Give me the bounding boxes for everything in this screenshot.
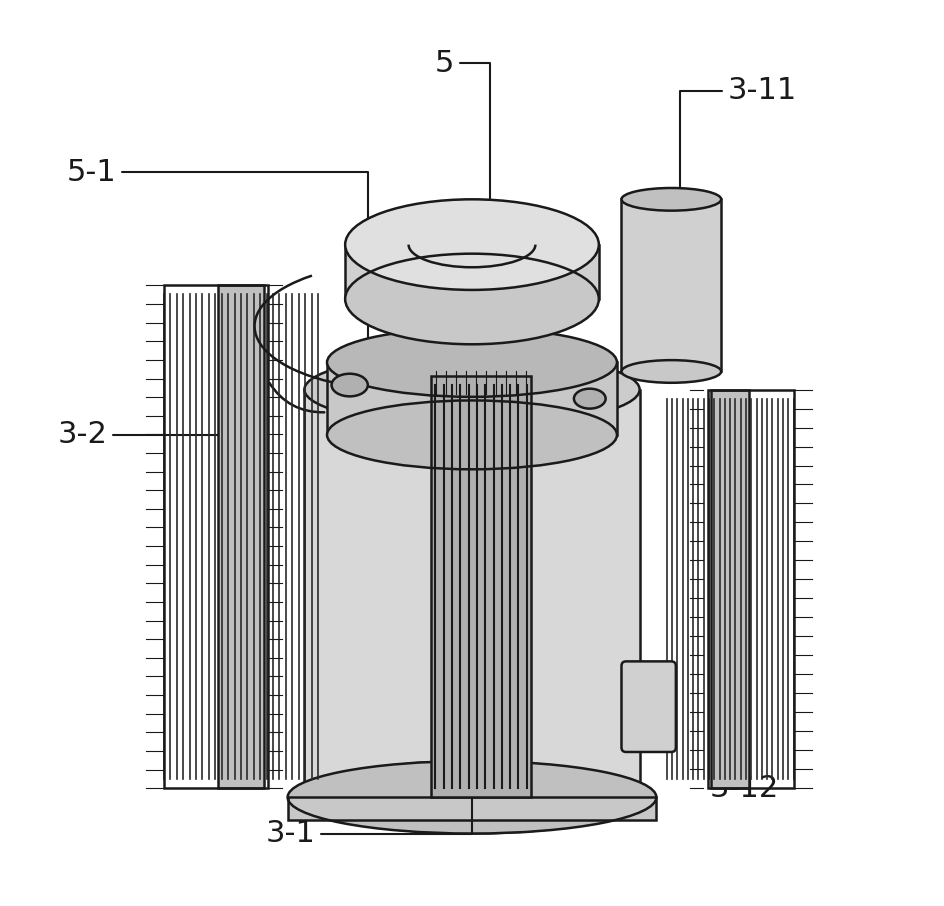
Text: 3-2: 3-2	[58, 420, 232, 523]
Text: 5: 5	[435, 49, 490, 251]
Ellipse shape	[574, 389, 606, 409]
Ellipse shape	[288, 761, 656, 834]
Text: 3-12: 3-12	[709, 709, 779, 803]
Text: 5-1: 5-1	[67, 158, 368, 369]
Ellipse shape	[621, 188, 721, 210]
Polygon shape	[431, 376, 531, 797]
Polygon shape	[621, 199, 721, 371]
Ellipse shape	[304, 761, 640, 834]
Ellipse shape	[621, 360, 721, 382]
Polygon shape	[711, 390, 750, 788]
Polygon shape	[288, 797, 656, 820]
Polygon shape	[327, 362, 617, 435]
FancyBboxPatch shape	[621, 661, 676, 752]
Ellipse shape	[304, 353, 640, 426]
Ellipse shape	[331, 373, 368, 397]
Polygon shape	[218, 285, 264, 788]
Polygon shape	[304, 390, 640, 797]
Text: 3-11: 3-11	[681, 76, 797, 237]
Ellipse shape	[327, 400, 617, 469]
Polygon shape	[346, 245, 598, 299]
Ellipse shape	[346, 199, 598, 290]
Ellipse shape	[327, 328, 617, 397]
Text: 3-1: 3-1	[266, 728, 472, 848]
Ellipse shape	[346, 254, 598, 344]
